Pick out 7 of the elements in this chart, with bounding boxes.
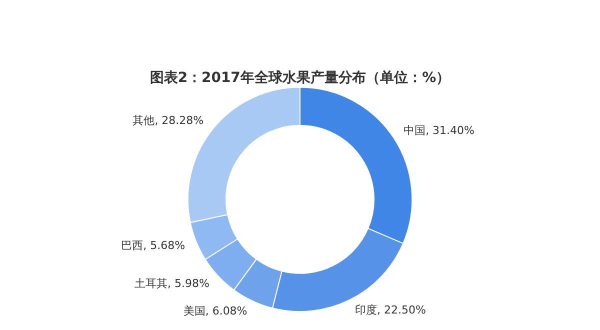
slice-label: 印度, 22.50% [355, 303, 426, 316]
slice-label: 巴西, 5.68% [121, 238, 186, 252]
slice-label: 其他, 28.28% [132, 114, 204, 128]
slice-label: 美国, 6.08% [183, 304, 248, 318]
slice-label: 中国, 31.40% [404, 124, 474, 137]
chart-title: 图表2：2017年全球水果产量分布（单位：%） [150, 69, 450, 86]
slice-label: 土耳其, 5.98% [134, 277, 210, 290]
